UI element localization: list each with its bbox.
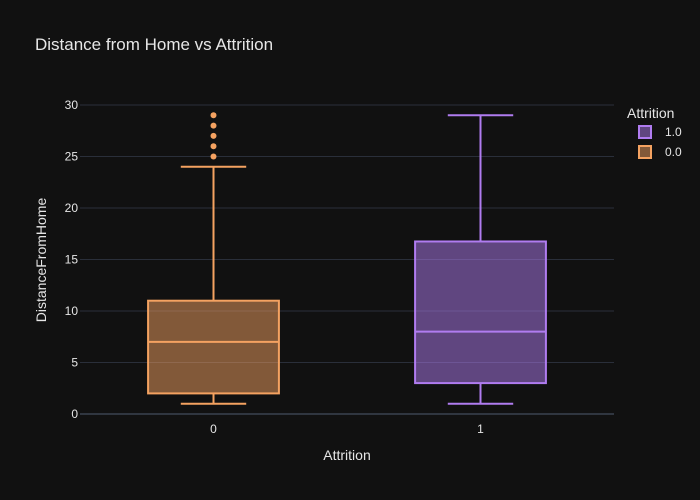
iqr-box	[148, 301, 279, 394]
outlier-point	[211, 154, 217, 160]
legend-item[interactable]: 0.0	[639, 145, 682, 159]
x-tick-label: 1	[477, 422, 484, 436]
y-tick-label: 5	[71, 356, 78, 370]
y-tick-label: 25	[65, 150, 79, 164]
legend-label: 1.0	[665, 125, 682, 139]
legend-swatch	[639, 126, 651, 138]
chart-title: Distance from Home vs Attrition	[35, 35, 273, 54]
outlier-point	[211, 133, 217, 139]
iqr-box	[415, 241, 546, 383]
legend-item[interactable]: 1.0	[639, 125, 682, 139]
y-axis-label: DistanceFromHome	[33, 198, 49, 323]
outlier-point	[211, 123, 217, 129]
y-tick-label: 30	[65, 98, 79, 112]
legend[interactable]: Attrition 1.0 0.0	[627, 105, 682, 159]
y-axis-ticks: 0 5 10 15 20 25 30	[65, 98, 79, 421]
y-tick-label: 0	[71, 407, 78, 421]
legend-title: Attrition	[627, 105, 674, 121]
y-tick-label: 10	[65, 304, 79, 318]
legend-label: 0.0	[665, 145, 682, 159]
x-axis-label: Attrition	[323, 447, 370, 463]
x-tick-label: 0	[210, 422, 217, 436]
box-series-1[interactable]	[415, 115, 546, 403]
y-tick-label: 15	[65, 253, 79, 267]
outlier-point	[211, 143, 217, 149]
outlier-point	[211, 112, 217, 118]
legend-swatch	[639, 146, 651, 158]
y-tick-label: 20	[65, 201, 79, 215]
